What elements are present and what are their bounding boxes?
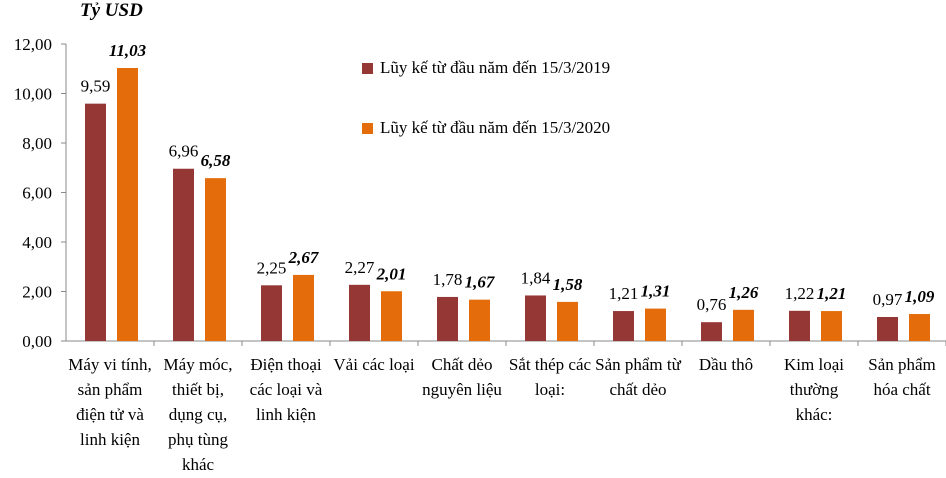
legend-label: Lũy kế từ đầu năm đến 15/3/2020: [380, 118, 611, 137]
legend-swatch: [362, 122, 373, 134]
y-tick-label: 6,00: [22, 184, 52, 203]
data-label: 11,03: [109, 41, 147, 60]
bar-2019: [85, 103, 106, 342]
bar-2019: [349, 284, 370, 341]
y-tick-label: 8,00: [22, 134, 52, 153]
data-label: 0,76: [697, 295, 727, 314]
bar-2019: [173, 168, 194, 341]
data-label: 1,26: [729, 283, 759, 302]
category-label: Sắt thép các loại:: [508, 355, 592, 399]
bar-2020: [205, 178, 226, 341]
bar-2019: [613, 311, 634, 341]
bar-2020: [469, 299, 490, 341]
bar-2020: [821, 311, 842, 341]
data-label: 1,78: [433, 270, 463, 289]
data-label: 0,97: [873, 290, 903, 309]
legend-item-2020: Lũy kế từ đầu năm đến 15/3/2020: [362, 118, 610, 138]
data-label: 6,58: [201, 151, 231, 170]
category-label: Kim loại thường khác:: [784, 355, 844, 424]
category-label: Điện thoại các loại và linh kiện: [249, 355, 323, 424]
data-label: 2,67: [288, 248, 320, 267]
bar-2020: [733, 309, 754, 341]
bar-2020: [381, 291, 402, 341]
data-label: 1,84: [521, 268, 551, 287]
category-label: Máy vi tính, sản phẩm điện tử và linh ki…: [68, 355, 152, 449]
category-label: Vải các loại: [333, 355, 415, 374]
bar-2019: [437, 296, 458, 341]
y-tick-label: 12,00: [14, 35, 52, 54]
category-label: Chất dẻo nguyên liệu: [422, 355, 502, 399]
bar-2019: [261, 285, 282, 341]
category-label: Sản phẩm hóa chất: [868, 355, 936, 399]
y-tick-label: 0,00: [22, 332, 52, 351]
bar-2020: [117, 68, 138, 341]
data-label: 9,59: [81, 77, 111, 96]
data-label: 1,22: [785, 284, 815, 303]
data-label: 6,96: [169, 142, 199, 161]
bar-2019: [525, 295, 546, 341]
data-label: 2,01: [376, 264, 407, 283]
data-label: 1,67: [465, 273, 496, 292]
y-tick-label: 2,00: [22, 283, 52, 302]
y-tick-label: 4,00: [22, 233, 52, 252]
data-label: 1,58: [553, 275, 583, 294]
data-label: 1,21: [609, 284, 639, 303]
legend-label: Lũy kế từ đầu năm đến 15/3/2019: [380, 58, 611, 77]
bar-2020: [645, 308, 666, 341]
bar-2020: [293, 274, 314, 341]
bar-2019: [789, 310, 810, 341]
data-label: 1,09: [905, 287, 935, 306]
y-tick-label: 10,00: [14, 85, 52, 104]
category-label: Dầu thô: [698, 355, 754, 374]
data-label: 2,27: [345, 258, 375, 277]
category-label: Máy móc, thiết bị, dụng cụ, phụ tùng khá…: [163, 355, 233, 474]
bar-2019: [701, 322, 722, 341]
bar-2020: [909, 314, 930, 341]
data-label: 1,31: [641, 282, 671, 301]
category-label: Sản phẩm từ chất dẻo: [595, 355, 681, 399]
unit-label: Tỷ USD: [80, 0, 143, 21]
data-label: 1,21: [817, 284, 847, 303]
legend-swatch: [362, 62, 373, 74]
legend-item-2019: Lũy kế từ đầu năm đến 15/3/2019: [362, 58, 610, 78]
data-label: 2,25: [257, 258, 287, 277]
bar-2020: [557, 301, 578, 341]
bar-2019: [877, 316, 898, 341]
